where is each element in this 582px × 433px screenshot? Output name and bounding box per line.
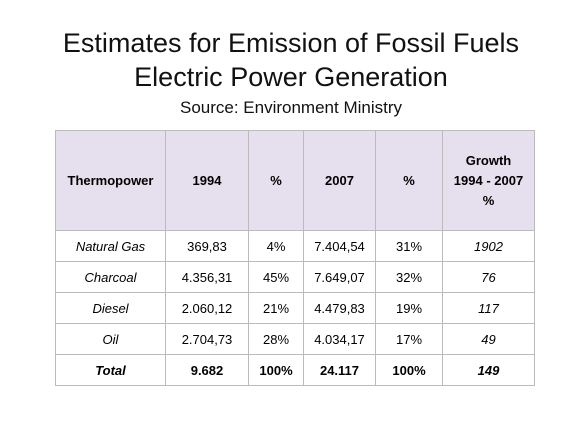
table-cell: 24.117 (303, 354, 376, 386)
header-cell: % (375, 130, 443, 231)
table: Thermopower 1994% 2007% Growth 1994 - 2007% … (55, 130, 535, 386)
header-cell: Thermopower (55, 130, 166, 231)
table-row: Charcoal 4.356,31 45% 7.649,07 32% 76 (55, 261, 535, 293)
table-cell: 369,83 (165, 230, 249, 262)
table-cell: 32% (375, 261, 443, 293)
table-header: Thermopower 1994% 2007% Growth 1994 - 2007% (55, 130, 535, 231)
header-cell: Growth 1994 - 2007% (442, 130, 535, 231)
table-row: Oil 2.704,73 28% 4.034,17 17% 49 (55, 323, 535, 355)
table-cell: Oil (55, 323, 166, 355)
header-line: % (482, 192, 495, 208)
title: Electric Power Generation (134, 62, 448, 92)
table-cell: 28% (248, 323, 304, 355)
table-cell: Charcoal (55, 261, 166, 293)
table-cell: 2.704,73 (165, 323, 249, 355)
table-cell: 1902 (442, 230, 535, 262)
table-row: Diesel 2.060,12 21% 4.479,83 19% 117 (55, 292, 535, 324)
table-cell: 19% (375, 292, 443, 324)
table-cell: 149 (442, 354, 535, 386)
table-cell: 76 (442, 261, 535, 293)
header-row: Thermopower 1994% 2007% Growth 1994 - 2007% (55, 130, 535, 231)
table-cell: Total (55, 354, 166, 386)
table-cell: 100% (248, 354, 304, 386)
table-cell: 4% (248, 230, 304, 262)
table-cell: 4.034,17 (303, 323, 376, 355)
table-cell: 7.404,54 (303, 230, 376, 262)
table-cell: 17% (375, 323, 443, 355)
table-cell: 45% (248, 261, 304, 293)
table-cell: 21% (248, 292, 304, 324)
header-line: Growth (465, 152, 512, 168)
header-cell: % (248, 130, 304, 231)
table-cell: 4.356,31 (165, 261, 249, 293)
table-cell: 49 (442, 323, 535, 355)
table-cell: 7.649,07 (303, 261, 376, 293)
header-cell: 1994 (165, 130, 249, 231)
table-cell: Natural Gas (55, 230, 166, 262)
table-row: Total 9.682 100% 24.117 100% 149 (55, 354, 535, 386)
title: Estimates for Emission of Fossil Fuels (62, 28, 520, 58)
source: Source: Environment Ministry (179, 98, 403, 117)
table-body: Natural Gas 369,83 4% 7.404,54 31% 1902 Charco… (55, 230, 535, 386)
table-cell: Diesel (55, 292, 166, 324)
table-cell: 9.682 (165, 354, 249, 386)
table-row: Natural Gas 369,83 4% 7.404,54 31% 1902 (55, 230, 535, 262)
table-cell: 4.479,83 (303, 292, 376, 324)
header-line: 1994 - 2007 (453, 172, 524, 188)
table-cell: 2.060,12 (165, 292, 249, 324)
table-cell: 117 (442, 292, 535, 324)
table-cell: 31% (375, 230, 443, 262)
table-cell: 100% (375, 354, 443, 386)
header-cell: 2007 (303, 130, 376, 231)
